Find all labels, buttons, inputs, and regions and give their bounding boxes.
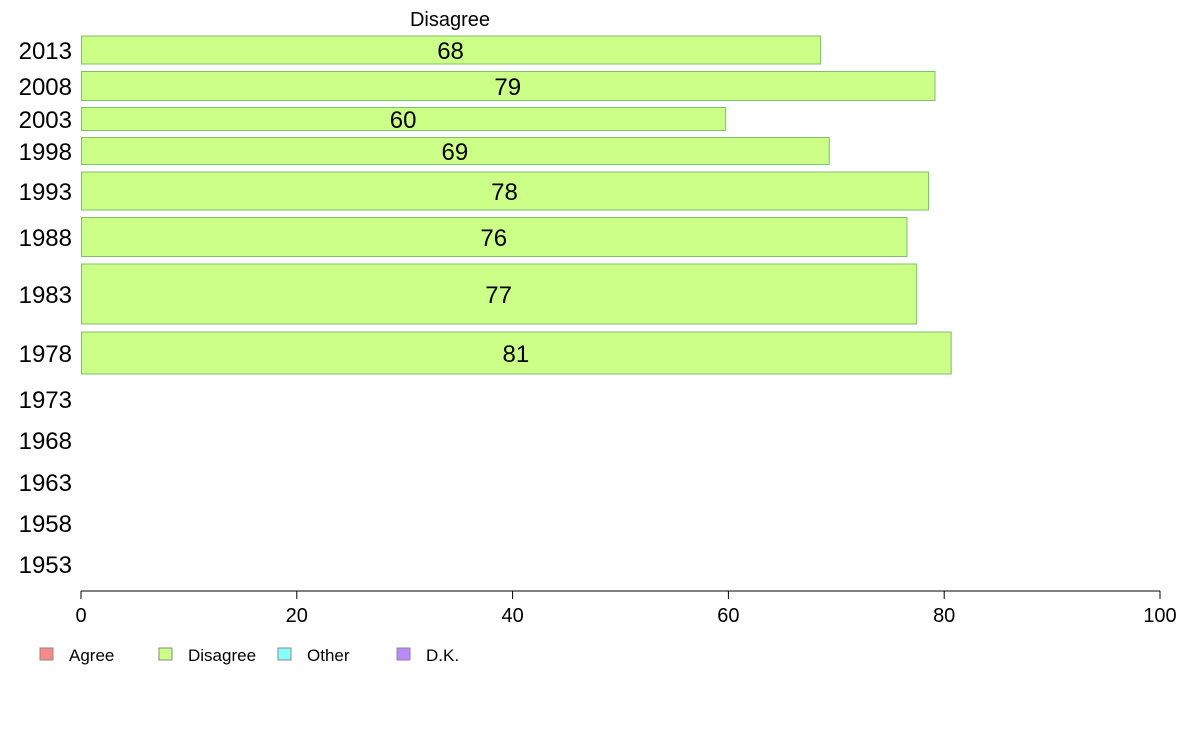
year-label-1953: 1953	[19, 552, 72, 579]
year-label-1958: 1958	[19, 511, 72, 538]
x-tick-label-40: 40	[501, 605, 523, 627]
x-tick-label-80: 80	[933, 605, 955, 627]
bar-2013	[81, 35, 822, 65]
bar-value-label-2013: 68	[437, 38, 464, 65]
year-label-2013: 2013	[19, 38, 72, 65]
legend-swatch-agree	[39, 647, 54, 661]
year-label-1993: 1993	[19, 179, 72, 206]
legend-swatch-d-k-	[396, 647, 411, 661]
bar-value-label-1983: 77	[485, 282, 512, 309]
year-labels-group: 2013 2008 2003 1998 1993 1988 1983 1978 1973 1968…	[19, 38, 72, 579]
x-tick-label-60: 60	[717, 605, 739, 627]
bar-2008	[81, 71, 936, 101]
chart-title: Disagree	[410, 9, 490, 31]
year-label-1978: 1978	[19, 341, 72, 368]
legend: Agree Disagree Other D.K.	[39, 646, 459, 665]
x-axis: 0 20 40 60 80 100	[75, 590, 1177, 627]
year-label-1983: 1983	[19, 282, 72, 309]
bar-value-label-1998: 69	[442, 139, 469, 166]
bar-value-label-2003: 60	[390, 107, 417, 134]
bar-value-label-2008: 79	[494, 74, 521, 101]
legend-label-d-k-: D.K.	[426, 646, 459, 665]
bars-group: 68 79 60 69 78 76 77 81	[81, 35, 952, 375]
legend-swatch-other	[277, 647, 292, 661]
x-tick-label-100: 100	[1143, 605, 1176, 627]
year-label-2008: 2008	[19, 74, 72, 101]
bar-1978	[81, 331, 952, 375]
bar-value-label-1993: 78	[491, 179, 518, 206]
year-label-1973: 1973	[19, 387, 72, 414]
year-label-1988: 1988	[19, 225, 72, 252]
year-label-1998: 1998	[19, 139, 72, 166]
legend-label-other: Other	[307, 646, 350, 665]
bar-1993	[81, 171, 930, 211]
bar-1998	[81, 137, 830, 165]
x-tick-label-20: 20	[286, 605, 308, 627]
bar-1988	[81, 217, 908, 257]
year-label-1963: 1963	[19, 470, 72, 497]
legend-label-disagree: Disagree	[188, 646, 256, 665]
x-tick-label-0: 0	[75, 605, 86, 627]
bar-2003	[81, 107, 727, 131]
legend-label-agree: Agree	[69, 646, 114, 665]
year-label-1968: 1968	[19, 428, 72, 455]
bar-1983	[81, 263, 918, 325]
year-label-2003: 2003	[19, 107, 72, 134]
legend-swatch-disagree	[158, 647, 173, 661]
bar-value-label-1978: 81	[502, 341, 529, 368]
bar-value-label-1988: 76	[480, 225, 507, 252]
